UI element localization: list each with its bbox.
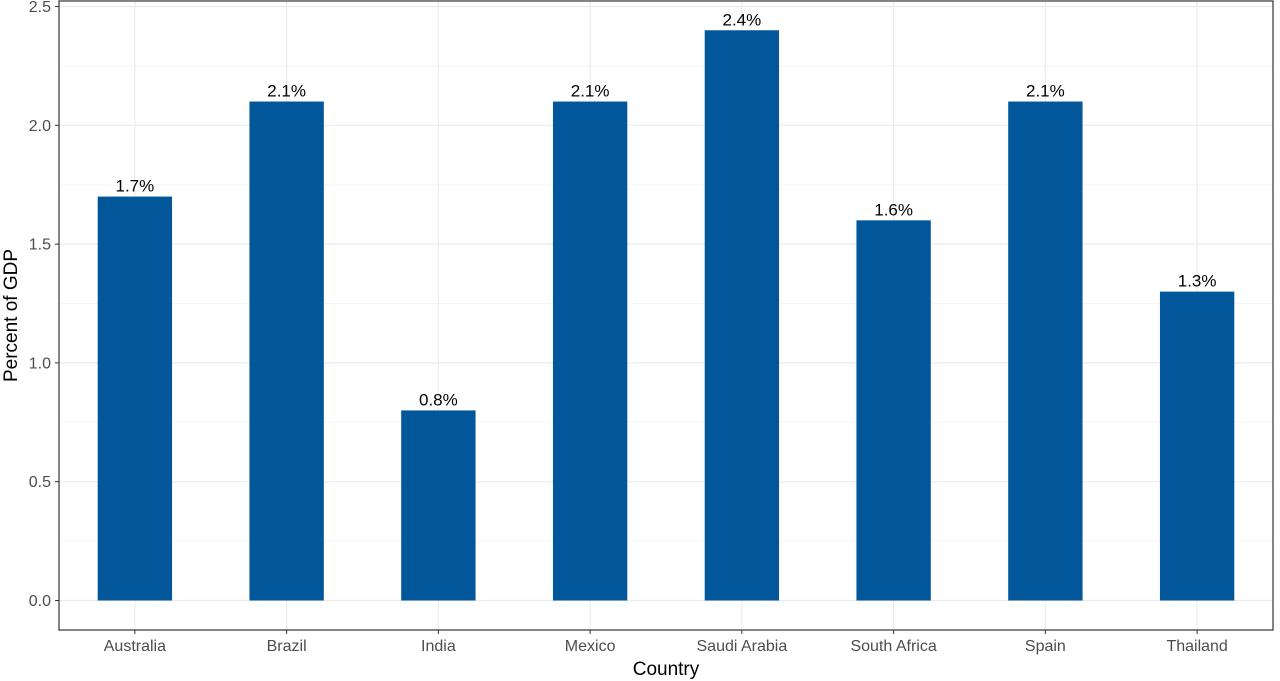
data-label: 2.1%	[1026, 82, 1065, 101]
bar	[97, 196, 173, 601]
y-tick-label: 2.5	[29, 0, 51, 16]
bar	[401, 410, 476, 601]
bar	[249, 101, 324, 601]
bar	[1159, 291, 1235, 601]
data-labels-layer: 1.7% 2.1% 0.8% 2.1% 2.4% 1.6% 2.1% 1.3%	[116, 10, 1217, 409]
x-tick-label: Saudi Arabia	[697, 638, 788, 655]
x-tick-label: Brazil	[267, 638, 307, 655]
bars-layer	[97, 30, 1235, 601]
x-tick-label: South Africa	[850, 638, 936, 655]
x-axis: Australia Brazil India Mexico Saudi Arabia So…	[104, 630, 1228, 655]
x-tick-label: India	[421, 638, 456, 655]
y-axis: 0.0 0.5 1.0 1.5 2.0 2.5	[29, 0, 59, 610]
data-label: 1.7%	[116, 177, 155, 196]
y-tick-label: 0.0	[29, 593, 51, 610]
panel-border	[58, 0, 1274, 631]
bar	[704, 30, 780, 601]
grid-layer	[59, 1, 1273, 630]
data-label: 1.6%	[874, 200, 913, 219]
bar	[552, 101, 628, 601]
x-tick-label: Mexico	[565, 638, 616, 655]
x-tick-label: Australia	[104, 638, 166, 655]
data-label: 0.8%	[419, 390, 458, 409]
data-label: 2.4%	[723, 10, 762, 29]
x-tick-label: Spain	[1025, 638, 1066, 655]
x-axis-title: Country	[633, 659, 700, 680]
bar	[1008, 101, 1083, 601]
x-tick-label: Thailand	[1166, 638, 1227, 655]
y-axis-title: Percent of GDP	[1, 249, 22, 382]
y-tick-label: 2.0	[29, 118, 51, 135]
data-label: 2.1%	[267, 82, 306, 101]
y-tick-label: 1.0	[29, 355, 51, 372]
bar	[856, 220, 931, 601]
data-label: 2.1%	[571, 82, 610, 101]
data-label: 1.3%	[1178, 272, 1217, 291]
y-tick-label: 0.5	[29, 474, 51, 491]
y-tick-label: 1.5	[29, 237, 51, 254]
